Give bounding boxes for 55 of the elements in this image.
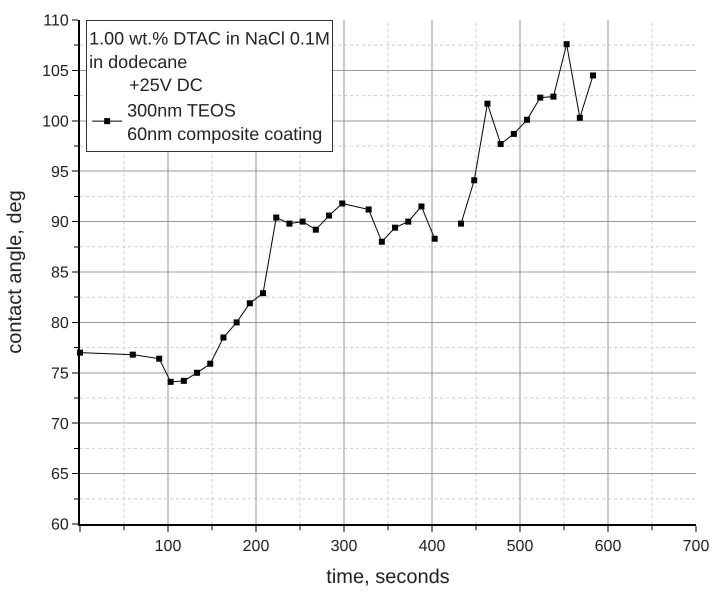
y-axis-title: contact angle, deg	[4, 190, 26, 354]
point	[366, 206, 372, 212]
point	[194, 370, 200, 376]
x-tick-label: 500	[506, 538, 534, 556]
point	[550, 94, 556, 100]
y-tick-label: 65	[51, 466, 69, 484]
point	[246, 300, 253, 306]
y-tick-label: 100	[42, 113, 69, 130]
point	[260, 290, 266, 296]
point	[220, 334, 226, 341]
x-tick-label: 600	[594, 538, 622, 556]
point	[339, 200, 346, 206]
x-tick-label: 300	[330, 538, 358, 556]
y-tick-label: 75	[51, 365, 69, 382]
x-tick-label: 200	[242, 538, 270, 556]
point	[156, 356, 162, 362]
point	[498, 140, 504, 147]
point	[392, 224, 398, 231]
point	[312, 226, 319, 233]
legend-title: 1.00 wt.% DTAC in NaCl 0.1M in dodecane +25V DC	[89, 28, 330, 96]
x-tick-label: 700	[682, 538, 710, 556]
y-tick-label: 110	[43, 12, 69, 30]
y-tick-label: 105	[42, 63, 69, 80]
point	[471, 177, 478, 184]
point	[484, 100, 490, 107]
point	[378, 238, 385, 245]
y-tick-label: 80	[51, 315, 69, 332]
x-tick-label: 400	[418, 538, 446, 556]
y-tick-label: 95	[51, 164, 69, 181]
point	[273, 214, 280, 221]
point	[590, 72, 596, 78]
point	[130, 352, 136, 358]
point	[510, 130, 517, 137]
point	[180, 378, 187, 384]
point	[207, 360, 214, 367]
point	[564, 41, 570, 48]
point	[234, 319, 240, 326]
point	[418, 203, 424, 210]
point	[168, 378, 174, 385]
point	[458, 220, 464, 227]
y-tick-label: 70	[51, 416, 69, 433]
legend-label: 300nm TEOS 60nm composite coating	[127, 100, 322, 144]
point	[300, 218, 306, 225]
y-tick-label: 60	[51, 516, 69, 534]
point	[326, 212, 332, 219]
point	[537, 94, 544, 101]
point	[576, 114, 583, 121]
point	[405, 218, 412, 225]
point	[432, 236, 438, 242]
point	[524, 116, 530, 123]
y-tick-label: 90	[51, 214, 69, 232]
x-tick-label: 100	[154, 538, 182, 556]
point	[286, 220, 292, 227]
x-axis-title: time, seconds	[326, 566, 450, 588]
y-tick-label: 85	[51, 264, 69, 282]
